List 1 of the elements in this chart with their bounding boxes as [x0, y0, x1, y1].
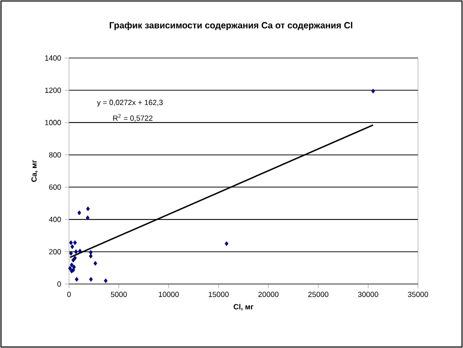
chart-title: График зависимости содержания Ca от содержания Cl	[110, 22, 352, 30]
